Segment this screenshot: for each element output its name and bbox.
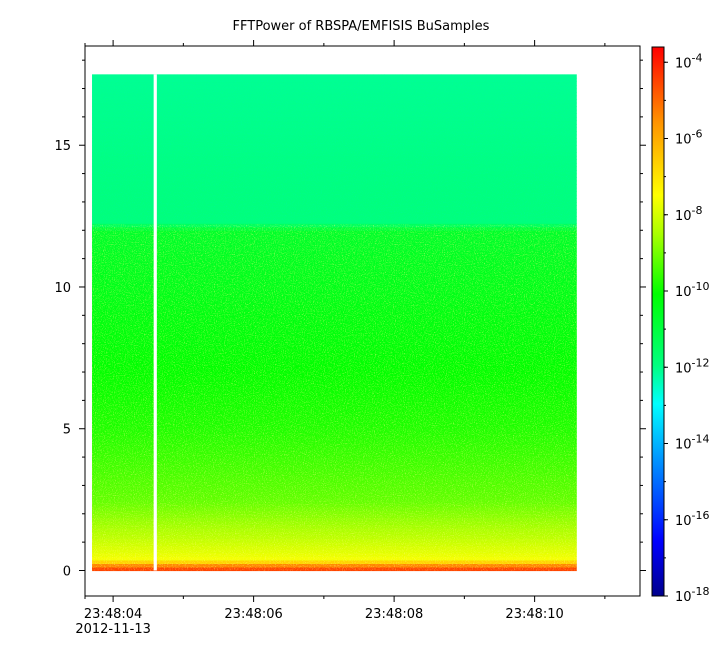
colorbar-tick-label: 10-12	[675, 356, 710, 376]
y-tick-label: 5	[63, 423, 71, 438]
x-tick-label: 23:48:06	[224, 607, 282, 622]
x-tick-label: 23:48:04	[84, 607, 142, 622]
colorbar-tick-label: 10-4	[675, 51, 703, 71]
y-tick-label: 0	[63, 564, 71, 579]
x-tick-label: 23:48:10	[505, 607, 563, 622]
y-tick-label: 10	[54, 281, 71, 296]
colorbar-tick-label: 10-16	[675, 509, 710, 529]
colorbar-tick-label: 10-14	[675, 433, 710, 453]
y-tick-label: 15	[54, 139, 71, 154]
chart-title: FFTPower of RBSPA/EMFISIS BuSamples	[233, 19, 490, 34]
x-tick-label: 23:48:08	[365, 607, 423, 622]
noise-texture	[92, 74, 577, 222]
colorbar-tick-label: 10-8	[675, 204, 703, 224]
data-gap	[153, 74, 157, 571]
colorbar: 10-4 10-6 10-8 10-10 10-12 10-14 10-16 10-18	[651, 46, 710, 605]
colorbar-tick-label: 10-6	[675, 128, 703, 148]
colorbar-tick-label: 10-18	[675, 585, 710, 605]
noise-texture	[92, 224, 577, 571]
colorbar-gradient	[651, 46, 665, 597]
x-tick-sublabel: 2012-11-13	[75, 622, 151, 637]
spectrogram-image	[92, 74, 577, 572]
colorbar-tick-label: 10-10	[675, 280, 710, 300]
plot-frame	[84, 45, 641, 597]
